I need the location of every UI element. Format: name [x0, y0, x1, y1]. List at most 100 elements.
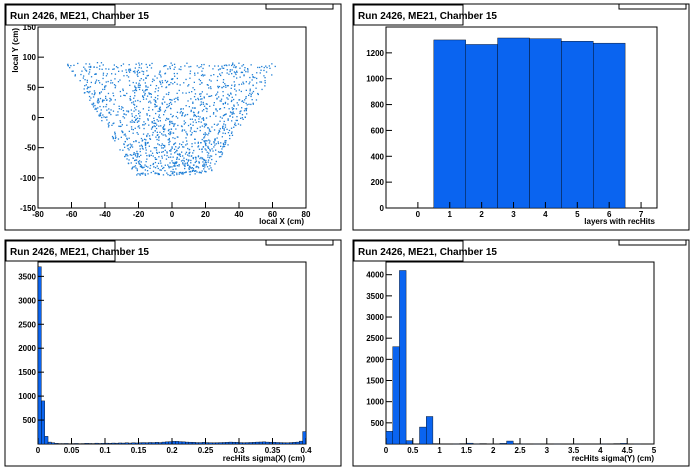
scatter-point	[152, 163, 154, 166]
scatter-point	[201, 138, 203, 141]
scatter-point	[216, 110, 218, 112]
scatter-point	[205, 124, 208, 126]
scatter-point	[195, 158, 197, 160]
scatter-point	[161, 143, 163, 145]
scatter-point	[164, 146, 166, 148]
scatter-point	[199, 171, 202, 174]
scatter-point	[169, 162, 171, 164]
scatter-point	[201, 70, 203, 72]
scatter-point	[145, 149, 147, 151]
scatter-point	[247, 71, 249, 73]
scatter-point	[167, 174, 169, 176]
scatter-point	[186, 133, 188, 135]
scatter-point	[229, 69, 231, 71]
scatter-point	[146, 170, 149, 172]
scatter-point	[223, 107, 226, 109]
scatter-point	[200, 93, 202, 95]
histogram-bar	[64, 443, 69, 445]
scatter-point	[90, 65, 92, 68]
scatter-point	[233, 113, 235, 115]
scatter-point	[210, 167, 212, 169]
scatter-point	[222, 125, 224, 127]
scatter-point	[232, 112, 234, 114]
scatter-point	[123, 134, 125, 136]
histogram-bar	[158, 442, 163, 445]
scatter-point	[122, 110, 125, 112]
scatter-point	[205, 140, 207, 142]
scatter-point	[123, 113, 126, 115]
scatter-point	[180, 110, 182, 113]
scatter-point	[170, 150, 172, 152]
scatter-point	[264, 85, 266, 87]
scatter-point	[170, 170, 172, 173]
scatter-point	[214, 65, 216, 67]
y-tick-label: 2000	[366, 355, 384, 364]
histogram-bar	[208, 442, 213, 445]
scatter-point	[95, 108, 97, 110]
scatter-point	[159, 169, 161, 171]
scatter-point	[192, 157, 194, 159]
scatter-point	[135, 159, 137, 161]
scatter-point	[236, 70, 238, 72]
histogram-bar	[47, 441, 52, 445]
scatter-point	[202, 118, 205, 120]
scatter-point	[221, 72, 223, 74]
scatter-point	[143, 166, 145, 168]
scatter-point	[196, 65, 198, 67]
scatter-point	[148, 109, 150, 111]
scatter-point	[174, 123, 176, 125]
scatter-point	[233, 105, 235, 107]
scatter-point	[216, 93, 218, 95]
scatter-point	[227, 93, 229, 95]
scatter-point	[142, 95, 144, 97]
scatter-point	[228, 94, 230, 97]
scatter-point	[151, 122, 153, 124]
scatter-point	[176, 77, 178, 80]
scatter-point	[231, 73, 233, 75]
scatter-point	[170, 174, 172, 176]
scatter-point	[198, 121, 200, 123]
scatter-point	[180, 160, 183, 162]
scatter-point	[114, 73, 117, 75]
scatter-point	[178, 154, 180, 156]
y-axis-title: local Y (cm)	[11, 28, 20, 73]
scatter-point	[224, 143, 226, 145]
scatter-point	[192, 157, 194, 160]
scatter-point	[108, 121, 110, 124]
scatter-point	[168, 141, 170, 144]
scatter-point	[137, 173, 139, 175]
scatter-point	[137, 72, 139, 74]
scatter-point	[179, 112, 181, 114]
scatter-point	[176, 72, 178, 75]
histogram-bar	[108, 443, 112, 445]
histogram-bar	[94, 442, 99, 445]
scatter-point	[243, 83, 245, 85]
scatter-point	[164, 164, 166, 166]
scatter-point	[232, 62, 234, 64]
scatter-point	[155, 127, 158, 130]
scatter-point	[139, 115, 141, 117]
scatter-point	[114, 140, 116, 142]
scatter-point	[164, 101, 166, 103]
scatter-point	[89, 90, 91, 93]
scatter-point	[132, 132, 134, 134]
scatter-point	[107, 92, 110, 95]
x-tick-label: 80	[302, 210, 311, 219]
scatter-point	[208, 95, 210, 98]
scatter-point	[124, 94, 126, 97]
scatter-point	[172, 122, 174, 125]
scatter-point	[102, 64, 104, 66]
scatter-point	[226, 128, 228, 130]
scatter-point	[137, 133, 139, 135]
scatter-point	[182, 162, 184, 164]
scatter-point	[208, 168, 210, 170]
scatter-point	[249, 92, 251, 95]
scatter-point	[229, 134, 231, 137]
scatter-point	[153, 117, 155, 119]
scatter-point	[154, 99, 157, 102]
scatter-point	[172, 171, 174, 173]
scatter-point	[231, 84, 233, 86]
scatter-point	[204, 170, 206, 172]
histogram-bar	[128, 442, 132, 445]
